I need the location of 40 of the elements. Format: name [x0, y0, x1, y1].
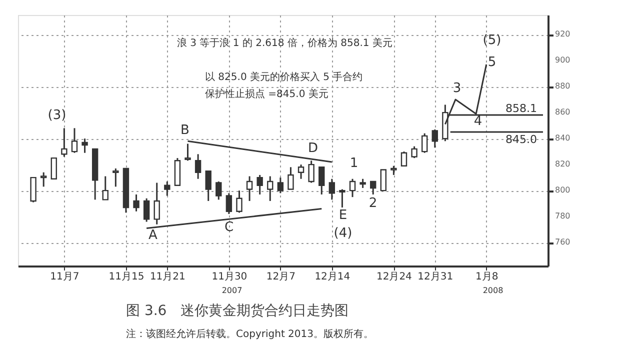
y-tick-label: 920 — [555, 30, 570, 39]
annotation: C — [224, 220, 234, 235]
x-tick-label: 12月24 — [376, 272, 412, 282]
annotation: 2 — [368, 196, 378, 211]
y-tick-label: 860 — [555, 108, 570, 117]
x-tick-label: 11月7 — [50, 272, 80, 282]
annotation: (5) — [482, 33, 502, 48]
ref-line-label: 858.1 — [506, 102, 537, 116]
ref-line-label: 845.0 — [506, 133, 537, 146]
annotation: A — [148, 228, 158, 243]
annotation: 3 — [452, 81, 462, 96]
annotation: 5 — [488, 55, 496, 70]
x-tick-label: 11月15 — [108, 272, 144, 282]
annotation: 1 — [350, 156, 358, 171]
annotation: (3) — [48, 108, 66, 123]
y-tick-label: 840 — [555, 134, 570, 143]
y-tick-label: 780 — [555, 212, 570, 221]
x-tick-label: 1月8 — [476, 272, 498, 282]
annotation: D — [308, 141, 318, 156]
annotation: B — [180, 123, 190, 138]
annotation: 保护性止损点 =845.0 美元 — [205, 88, 328, 100]
text: 2007 — [222, 286, 242, 295]
annotation: 4 — [474, 114, 482, 129]
text: 注：该图经允许后转载。Copyright 2013。版权所有。 — [126, 328, 374, 340]
annotation: (4) — [334, 226, 352, 241]
x-tick-label: 11月21 — [150, 272, 186, 282]
x-tick-label: 12月14 — [314, 272, 350, 282]
text: 2008 — [482, 286, 504, 295]
annotation: 以 825.0 美元的价格买入 5 手合约 — [205, 71, 363, 83]
y-tick-label: 880 — [555, 82, 570, 91]
x-tick-label: 12月7 — [266, 272, 296, 282]
y-tick-label: 820 — [555, 160, 570, 169]
text: 图 3.6 迷你黄金期货合约日走势图 — [126, 303, 349, 319]
y-tick-label: 900 — [555, 56, 570, 65]
annotation: E — [338, 208, 348, 223]
annotation: 浪 3 等于浪 1 的 2.618 倍，价格为 858.1 美元 — [177, 37, 392, 49]
y-tick-label: 760 — [555, 238, 570, 247]
y-tick-label: 800 — [555, 186, 570, 195]
x-tick-label: 12月31 — [418, 272, 454, 282]
x-tick-label: 11月30 — [212, 272, 248, 282]
